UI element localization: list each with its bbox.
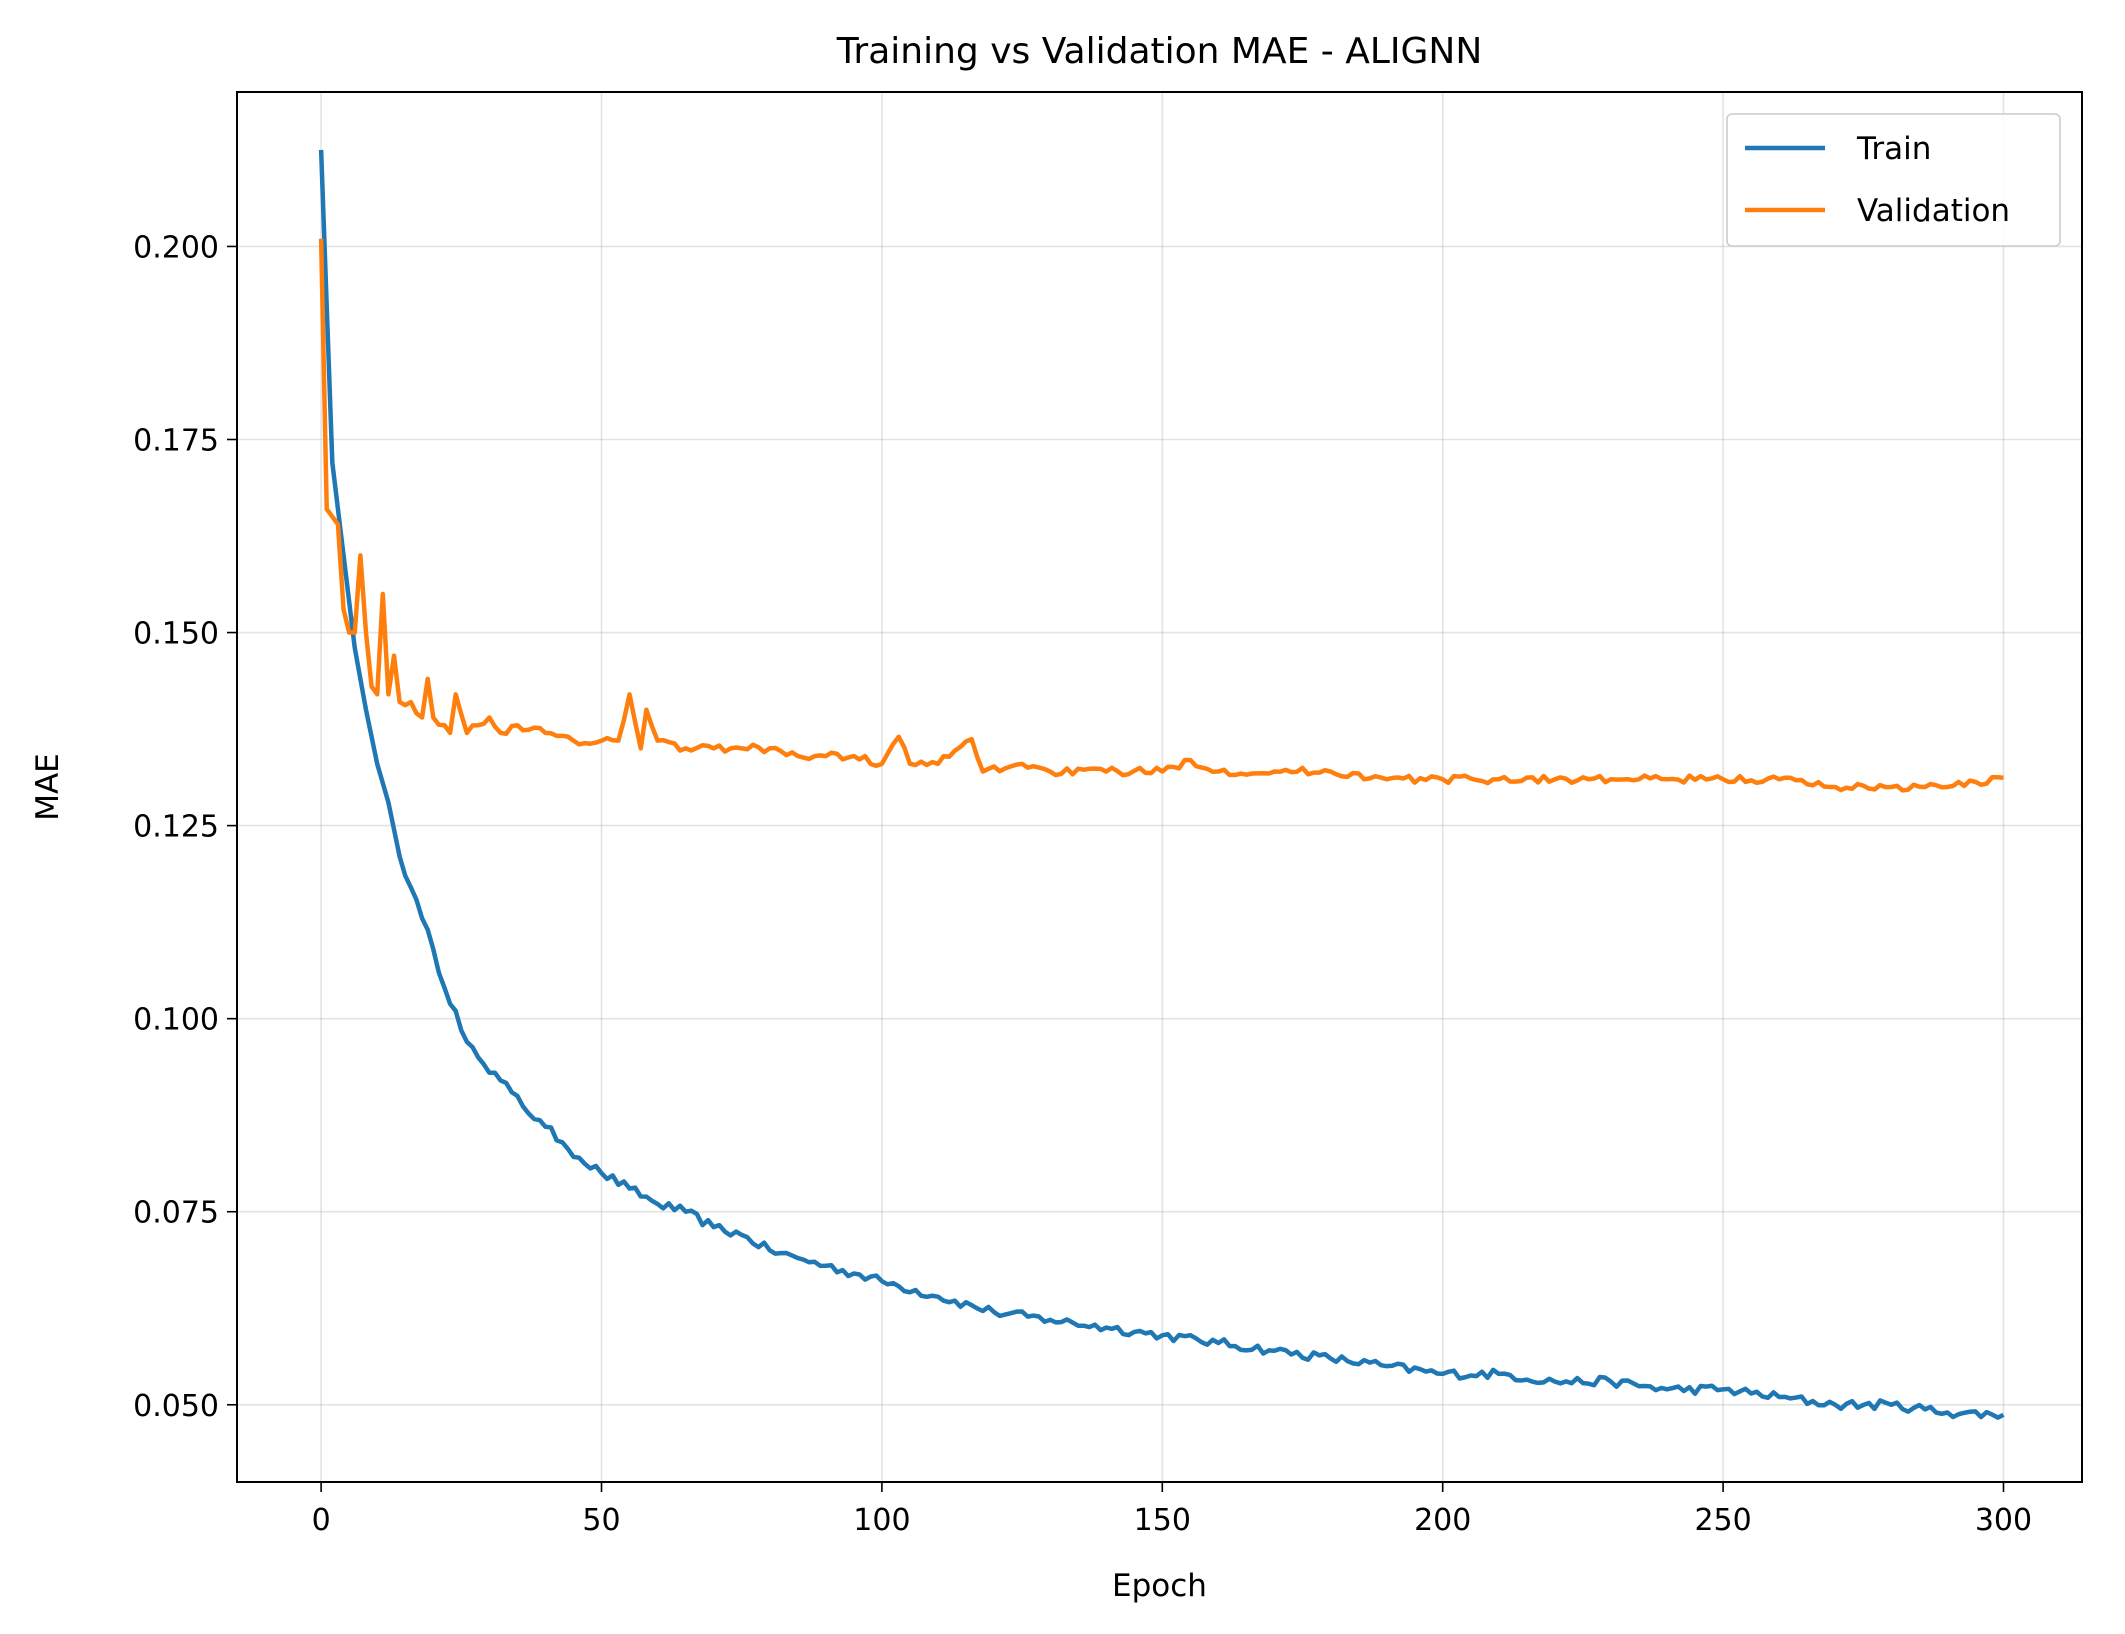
y-axis-ticks: 0.050 0.075 0.100 0.125 0.150 0.175 0.200 [133, 230, 237, 1424]
x-axis-ticks: 0 50 100 150 200 250 300 [312, 1482, 2032, 1538]
legend-label-validation: Validation [1857, 193, 2010, 229]
y-tick-label: 0.075 [133, 1196, 219, 1231]
x-tick-label: 100 [853, 1503, 910, 1538]
legend-label-train: Train [1856, 131, 1931, 167]
y-tick-label: 0.100 [133, 1003, 219, 1038]
y-tick-label: 0.175 [133, 424, 219, 459]
x-axis-label: Epoch [1112, 1568, 1207, 1604]
y-tick-label: 0.200 [133, 230, 219, 265]
legend: Train Validation [1726, 113, 2061, 247]
y-axis-label: MAE [30, 753, 66, 821]
x-tick-label: 50 [582, 1503, 620, 1538]
plot-frame [236, 91, 2083, 1483]
x-tick-label: 250 [1694, 1503, 1751, 1538]
grid [237, 92, 2082, 1482]
x-tick-label: 300 [1975, 1503, 2032, 1538]
y-tick-label: 0.050 [133, 1389, 219, 1424]
series-lines [318, 149, 2005, 1420]
y-tick-label: 0.125 [133, 810, 219, 845]
series-line-validation [318, 238, 2004, 793]
x-tick-label: 200 [1414, 1503, 1471, 1538]
y-tick-label: 0.150 [133, 617, 219, 652]
x-tick-label: 0 [312, 1503, 331, 1538]
chart-title: Training vs Validation MAE - ALIGNN [836, 31, 1483, 72]
series-line-train [318, 149, 2005, 1420]
x-tick-label: 150 [1134, 1503, 1191, 1538]
